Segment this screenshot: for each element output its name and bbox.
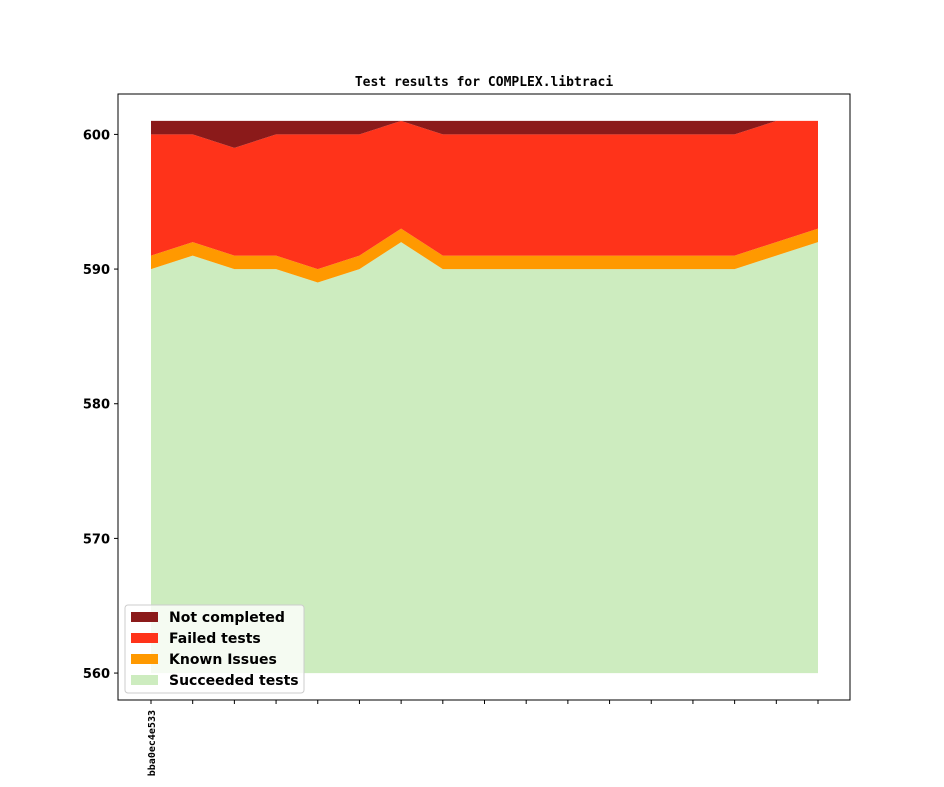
y-tick-label: 560 (83, 667, 110, 682)
chart-title: Test results for COMPLEX.libtraci (355, 75, 613, 90)
legend: Not completed Failed tests Known Issues Suc… (124, 604, 305, 694)
legend-box (124, 604, 305, 694)
y-tick-label: 590 (83, 263, 110, 278)
legend-label-failed-tests: Failed tests (169, 631, 261, 647)
y-axis: 560 570 580 590 600 (83, 128, 118, 682)
y-tick-label: 580 (83, 398, 110, 413)
area-not-completed (151, 120, 818, 148)
area-failed-tests (151, 120, 818, 270)
legend-label-not-completed: Not completed (169, 610, 285, 626)
y-tick-label: 570 (83, 532, 110, 547)
area-succeeded-tests (151, 242, 818, 674)
x-axis: bba0ec4e533 (147, 700, 819, 776)
legend-label-known-issues: Known Issues (169, 652, 277, 668)
x-tick-label: bba0ec4e533 (147, 710, 158, 776)
legend-swatch-not-completed (131, 612, 158, 622)
legend-swatch-known-issues (131, 654, 158, 664)
legend-swatch-succeeded-tests (131, 675, 158, 685)
chart-areas (151, 120, 818, 674)
y-tick-label: 600 (83, 128, 110, 143)
legend-swatch-failed-tests (131, 633, 158, 643)
legend-label-succeeded-tests: Succeeded tests (169, 673, 299, 689)
